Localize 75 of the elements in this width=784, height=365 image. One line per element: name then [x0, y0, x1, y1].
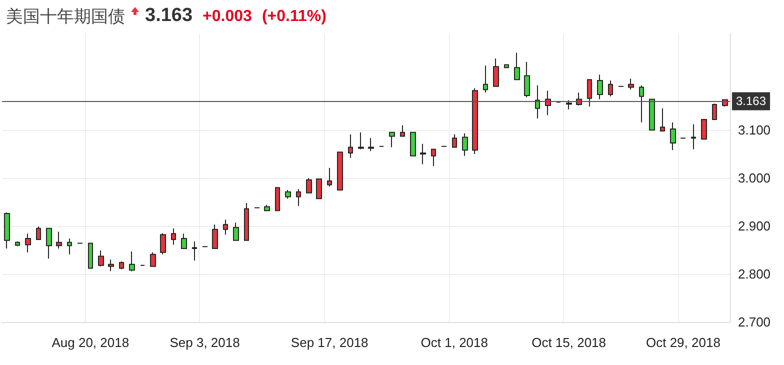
candlestick [181, 233, 187, 250]
candlestick [639, 84, 644, 123]
candlestick [223, 219, 228, 236]
x-tick-label: Sep 17, 2018 [290, 335, 368, 350]
candlestick [410, 132, 416, 156]
candlestick [244, 202, 249, 241]
x-tick-label: Sep 3, 2018 [170, 335, 240, 350]
candlestick [566, 100, 572, 110]
candlestick [212, 224, 218, 250]
candlestick [296, 188, 301, 206]
candlestick [368, 138, 374, 152]
candlestick [535, 84, 540, 119]
candlestick [504, 64, 509, 68]
candlestick [472, 88, 478, 154]
candlestick [171, 228, 176, 246]
candlestick [691, 124, 696, 150]
candlestick [233, 222, 239, 241]
text: +0.003 [202, 8, 252, 25]
candlestick [462, 132, 468, 156]
candlestick [597, 74, 603, 100]
candlestick [46, 228, 52, 260]
candlestick [337, 152, 343, 190]
candlestick [25, 233, 31, 253]
x-tick-label: Oct 29, 2018 [646, 335, 720, 350]
y-tick-label: 2.800 [738, 266, 771, 282]
x-tick-label: Oct 15, 2018 [532, 335, 606, 350]
candlestick [15, 240, 20, 247]
candlestick [4, 212, 10, 250]
candlestick [119, 261, 124, 270]
candlestick [36, 226, 41, 240]
candlestick [192, 240, 197, 262]
candlestick [306, 178, 312, 194]
candlestick [701, 118, 707, 140]
y-tick-label: 3.000 [738, 170, 771, 186]
candlestick [514, 52, 520, 80]
y-tick-label: 2.700 [738, 314, 771, 330]
candlestick [712, 103, 717, 120]
candlestick [608, 80, 613, 97]
ref-line-label: 3.163 [736, 94, 766, 108]
candlestick [348, 134, 353, 158]
candlestick [389, 132, 395, 148]
candlestick [108, 259, 114, 272]
candlestick [327, 167, 332, 188]
candlestick [275, 187, 280, 212]
y-tick-label: 2.900 [738, 218, 771, 234]
candlestick [431, 148, 436, 166]
candlestick [660, 108, 665, 132]
x-tick-label: Oct 1, 2018 [420, 335, 488, 350]
candlestick [160, 232, 166, 255]
candlestick [56, 231, 62, 250]
text: 3.163 [145, 5, 193, 26]
candlestick [285, 190, 291, 200]
candlestick [420, 143, 426, 165]
candlestick [493, 58, 499, 87]
candlestick [150, 252, 156, 267]
candlestick [98, 250, 104, 267]
text: (+0.11%) [262, 8, 326, 25]
candlestick [129, 250, 135, 272]
candlestick [316, 178, 322, 200]
candlestick [628, 78, 634, 90]
candlestick [670, 122, 676, 151]
candlestick [452, 134, 457, 148]
candlestick [545, 90, 551, 116]
y-tick-label: 3.100 [738, 122, 771, 138]
candlestick [88, 242, 93, 269]
candlestick [587, 79, 592, 107]
candlestick [649, 98, 655, 130]
candlestick [524, 61, 530, 98]
candlestick [264, 204, 270, 212]
candlestick [400, 124, 405, 137]
chart-title: 美国十年期国债 [6, 6, 125, 28]
candlestick [67, 238, 72, 255]
candlestick [483, 65, 488, 94]
candlestick [358, 132, 364, 150]
x-tick-label: Aug 20, 2018 [52, 335, 130, 350]
